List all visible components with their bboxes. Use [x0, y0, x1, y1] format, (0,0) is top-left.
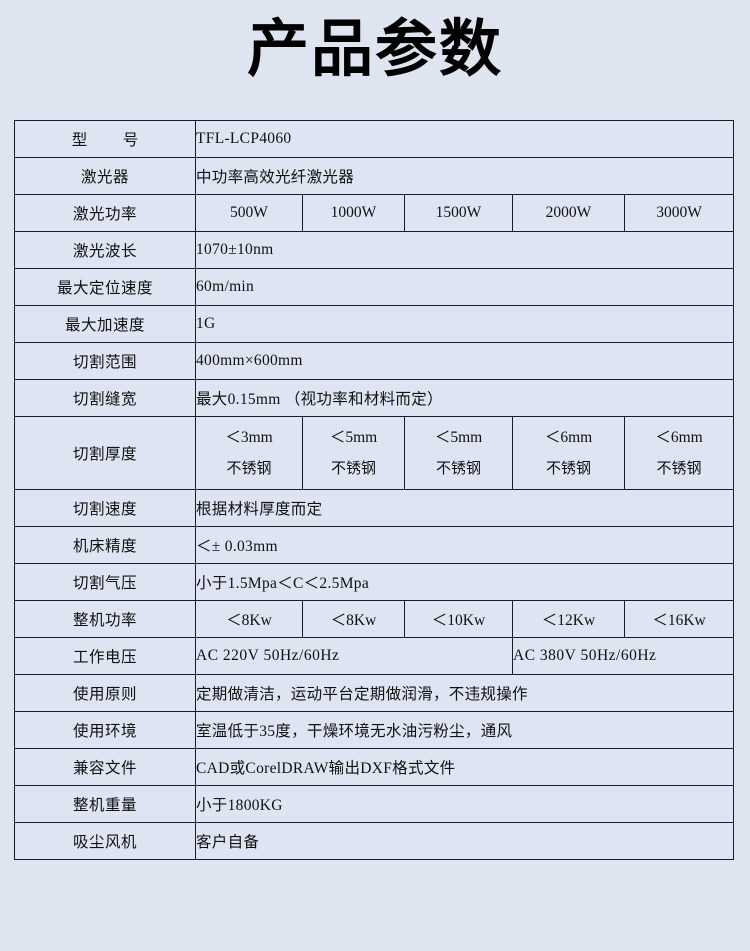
voltage-low-cell: AC 220V 50Hz/60Hz	[195, 637, 513, 675]
cutting-thickness-cell: ＜6mm 不锈钢	[512, 416, 625, 490]
cutting-thickness-cell: ＜5mm 不锈钢	[302, 416, 405, 490]
thickness-value: ＜3mm	[225, 429, 273, 446]
cutting-thickness-cell: ＜6mm 不锈钢	[623, 416, 735, 490]
row-label: 切割范围	[14, 342, 196, 380]
table-row: 使用环境 室温低于35度，干燥环境无水油污粉尘，通风	[14, 711, 735, 749]
row-value: TFL-LCP4060	[194, 120, 735, 158]
thickness-material: 不锈钢	[435, 459, 481, 477]
thickness-value: ＜5mm	[434, 429, 483, 446]
row-value: 根据材料厚度而定	[194, 489, 735, 527]
table-row: 机床精度 ＜± 0.03mm	[14, 526, 735, 564]
row-label: 激光功率	[14, 194, 196, 232]
thickness-material: 不锈钢	[656, 459, 702, 477]
specification-table: 型 号 TFL-LCP4060 激光器 中功率高效光纤激光器 激光功率 500W…	[14, 120, 735, 860]
table-row: 型 号 TFL-LCP4060	[14, 120, 735, 158]
row-value: 1G	[194, 305, 735, 343]
table-row: 激光器 中功率高效光纤激光器	[14, 157, 735, 195]
table-row: 切割厚度 ＜3mm 不锈钢 ＜5mm 不锈钢 ＜5mm 不锈钢 ＜6mm 不锈钢	[14, 416, 735, 490]
table-row: 整机功率 ＜8Kw ＜8Kw ＜10Kw ＜12Kw ＜16Kw	[14, 600, 735, 638]
row-label: 切割缝宽	[14, 379, 196, 417]
machine-power-cell: ＜8Kw	[195, 600, 303, 638]
table-row: 切割气压 小于1.5Mpa＜C＜2.5Mpa	[14, 563, 735, 601]
row-value: ＜± 0.03mm	[194, 526, 735, 564]
thickness-material: 不锈钢	[226, 459, 272, 477]
row-value: 小于1800KG	[194, 785, 735, 823]
row-label: 切割气压	[14, 563, 196, 601]
table-row: 工作电压 AC 220V 50Hz/60Hz AC 380V 50Hz/60Hz	[14, 637, 735, 675]
thickness-value: ＜6mm	[544, 429, 593, 446]
row-label: 激光器	[14, 157, 196, 195]
row-label: 使用原则	[14, 674, 196, 712]
cutting-thickness-cell: ＜5mm 不锈钢	[404, 416, 513, 490]
row-label: 切割速度	[14, 489, 196, 527]
thickness-value: ＜6mm	[655, 429, 703, 446]
row-label: 整机重量	[14, 785, 196, 823]
voltage-high-cell: AC 380V 50Hz/60Hz	[511, 637, 735, 675]
row-value: 客户自备	[194, 822, 735, 860]
laser-power-cell: 2000W	[512, 194, 625, 232]
row-value: 中功率高效光纤激光器	[194, 157, 735, 195]
machine-power-cell: ＜16Kw	[623, 600, 735, 638]
table-row: 整机重量 小于1800KG	[14, 785, 735, 823]
laser-power-cell: 500W	[195, 194, 303, 232]
row-value: 1070±10nm	[194, 231, 735, 269]
table-row: 切割范围 400mm×600mm	[14, 342, 735, 380]
machine-power-cell: ＜12Kw	[512, 600, 625, 638]
row-value: 定期做清洁，运动平台定期做润滑，不违规操作	[194, 674, 735, 712]
row-value: 最大0.15mm （视功率和材料而定）	[194, 379, 735, 417]
table-row: 使用原则 定期做清洁，运动平台定期做润滑，不违规操作	[14, 674, 735, 712]
row-label: 整机功率	[14, 600, 196, 638]
row-label: 兼容文件	[14, 748, 196, 786]
page-title: 产品参数	[246, 12, 503, 85]
row-label: 激光波长	[14, 231, 196, 269]
table-row: 切割缝宽 最大0.15mm （视功率和材料而定）	[14, 379, 735, 417]
table-row: 最大定位速度 60m/min	[14, 268, 735, 306]
table-row: 切割速度 根据材料厚度而定	[14, 489, 735, 527]
row-label: 最大定位速度	[14, 268, 196, 306]
machine-power-cell: ＜10Kw	[404, 600, 513, 638]
row-value: CAD或CorelDRAW输出DXF格式文件	[194, 748, 735, 786]
laser-power-cell: 1000W	[302, 194, 405, 232]
table-row: 激光波长 1070±10nm	[14, 231, 735, 269]
thickness-material: 不锈钢	[545, 459, 591, 477]
row-label: 最大加速度	[14, 305, 196, 343]
thickness-value: ＜5mm	[329, 429, 378, 446]
cutting-thickness-cell: ＜3mm 不锈钢	[195, 416, 303, 490]
row-label: 机床精度	[14, 526, 196, 564]
row-label: 工作电压	[14, 637, 196, 675]
laser-power-cell: 1500W	[404, 194, 513, 232]
machine-power-cell: ＜8Kw	[302, 600, 405, 638]
laser-power-cell: 3000W	[623, 194, 735, 232]
row-label: 型 号	[14, 120, 196, 158]
row-value: 60m/min	[194, 268, 735, 306]
row-value: 400mm×600mm	[194, 342, 735, 380]
row-label: 切割厚度	[14, 416, 196, 490]
row-value: 小于1.5Mpa＜C＜2.5Mpa	[194, 563, 735, 601]
table-row: 最大加速度 1G	[14, 305, 735, 343]
table-row: 激光功率 500W 1000W 1500W 2000W 3000W	[14, 194, 735, 232]
thickness-material: 不锈钢	[330, 459, 376, 477]
table-row: 吸尘风机 客户自备	[14, 822, 735, 860]
row-label: 使用环境	[14, 711, 196, 749]
table-row: 兼容文件 CAD或CorelDRAW输出DXF格式文件	[14, 748, 735, 786]
row-value: 室温低于35度，干燥环境无水油污粉尘，通风	[194, 711, 735, 749]
row-label: 吸尘风机	[14, 822, 196, 860]
